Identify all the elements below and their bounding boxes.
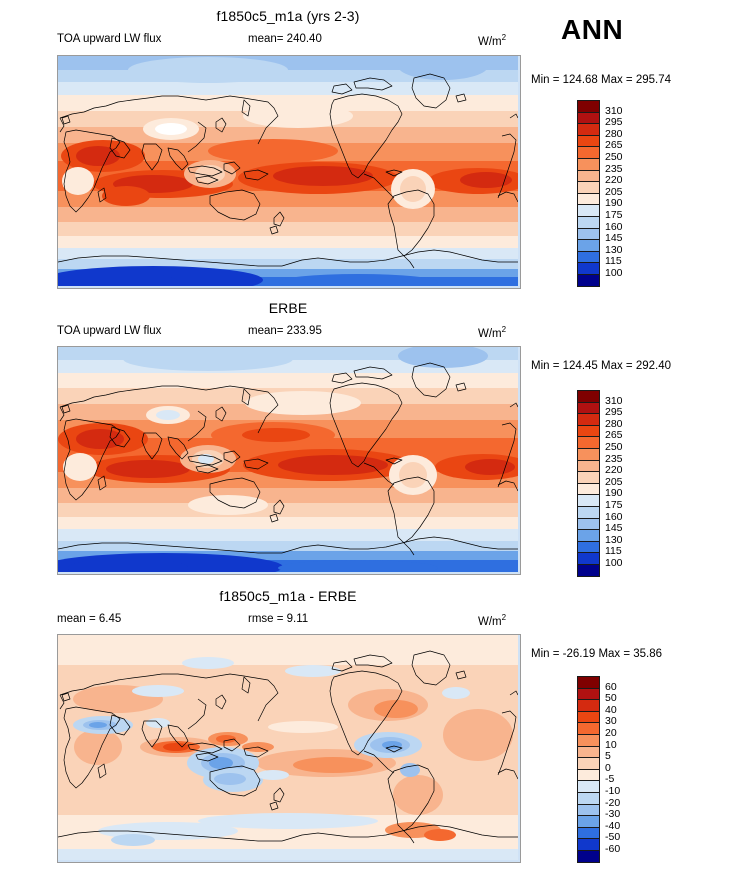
colorbar-diff-tick-label: -10 <box>605 785 621 797</box>
panel-diff-units-exponent: 2 <box>501 613 507 622</box>
colorbar-model-tick-label: 235 <box>605 162 623 175</box>
panel-diff-title: f1850c5_m1a - ERBE <box>219 588 357 604</box>
colorbar-model-tick-label: 160 <box>605 220 623 233</box>
panel-model-units-exponent: 2 <box>501 33 507 42</box>
panel-diff-rmse: rmse = 9.11 <box>248 613 309 625</box>
colorbar-obs-tick-label: 205 <box>605 475 623 488</box>
map-model[interactable] <box>57 55 521 289</box>
panel-obs-title: ERBE <box>268 300 308 316</box>
minmax-diff: Min = -26.19 Max = 35.86 <box>531 648 663 660</box>
colorbar-diff-tick-label: -40 <box>605 819 621 832</box>
panel-model-title: f1850c5_m1a (yrs 2-3) <box>216 8 360 24</box>
colorbar-diff: 60 50 40 30 20 10 5 0 -5 -10 -20 -30 -40 -50 -60 <box>577 676 637 863</box>
season-label: ANN <box>561 14 624 45</box>
panel-obs-units: W/m2 <box>478 325 506 340</box>
map-obs[interactable] <box>57 346 521 575</box>
colorbar-model-tick-label: 130 <box>605 243 623 256</box>
panel-obs-left-label: TOA upward LW flux <box>57 325 162 337</box>
colorbar-diff-tick-label: -50 <box>605 831 621 844</box>
panel-model-units-text: W/m <box>478 35 502 48</box>
panel-diff-units-text: W/m <box>478 615 502 628</box>
colorbar-diff-tick-label: -20 <box>605 796 621 809</box>
colorbar-model-tick-label: 265 <box>605 139 623 152</box>
colorbar-model-tick-label: 205 <box>605 185 623 198</box>
colorbar-obs-tick-label: 145 <box>605 522 623 535</box>
panel-diff-units: W/m2 <box>478 613 506 628</box>
colorbar-obs-tick-label: 235 <box>605 452 623 465</box>
colorbar-obs-tick-label: 295 <box>605 406 623 419</box>
minmax-obs: Min = 124.45 Max = 292.40 <box>531 360 672 372</box>
colorbar-diff-tick-label: 50 <box>605 692 617 705</box>
panel-diff-mean: mean = 6.45 <box>57 613 122 625</box>
colorbar-obs-tick-label: 220 <box>605 464 623 477</box>
colorbar-diff-tick-label: -30 <box>605 808 621 821</box>
colorbar-model-tick-label: 280 <box>605 127 623 140</box>
colorbar-diff-tick-label: 40 <box>605 703 617 716</box>
colorbar-diff-tick-label: 0 <box>605 761 611 774</box>
panel-model-units: W/m2 <box>478 33 506 48</box>
colorbar-model-tick-label: 220 <box>605 174 623 187</box>
colorbar-model-tick-label: 115 <box>605 255 622 268</box>
panel-obs-units-text: W/m <box>478 327 502 340</box>
colorbar-diff-tick-label: 30 <box>605 715 617 728</box>
colorbar-obs-tick-label: 115 <box>605 545 622 558</box>
colorbar-model-band <box>577 274 600 287</box>
colorbar-obs-tick-label: 280 <box>605 417 623 430</box>
panel-model-mean: mean= 240.40 <box>248 33 322 45</box>
colorbar-diff-tick-label: 10 <box>605 738 617 751</box>
colorbar-obs-tick-label: 265 <box>605 429 623 442</box>
colorbar-obs-tick-label: 250 <box>605 441 623 453</box>
colorbar-model-tick-label: 145 <box>605 232 623 245</box>
colorbar-model-tick-label: 310 <box>605 104 623 117</box>
colorbar-obs-tick-label: 175 <box>605 499 623 511</box>
panel-obs-mean: mean= 233.95 <box>248 325 322 337</box>
colorbar-model: 310 295 280 265 250 235 220 205 190 175 160 145 130 1… <box>577 100 637 287</box>
colorbar-obs-tick-label: 160 <box>605 510 623 523</box>
colorbar-diff-tick-label: -5 <box>605 773 615 786</box>
panel-obs-units-exponent: 2 <box>501 325 507 334</box>
colorbar-obs-tick-label: 190 <box>605 487 623 500</box>
colorbar-model-tick-label: 190 <box>605 197 623 210</box>
colorbar-obs: 310 295 280 265 250 235 220 205 190 175 160 145 130 1… <box>577 390 637 577</box>
panel-model-left-label: TOA upward LW flux <box>57 33 162 45</box>
colorbar-model-tick-label: 100 <box>605 267 623 279</box>
colorbar-diff-tick-label: 20 <box>605 727 617 739</box>
colorbar-obs-tick-label: 100 <box>605 557 623 569</box>
map-diff[interactable] <box>57 634 521 863</box>
colorbar-model-tick-label: 175 <box>605 209 623 221</box>
colorbar-obs-tick-label: 310 <box>605 394 623 407</box>
colorbar-diff-tick-label: 60 <box>605 680 617 693</box>
colorbar-diff-tick-label: -60 <box>605 843 621 855</box>
minmax-model: Min = 124.68 Max = 295.74 <box>531 74 672 86</box>
colorbar-model-tick-label: 250 <box>605 151 623 163</box>
colorbar-model-tick-label: 295 <box>605 116 623 129</box>
colorbar-diff-tick-label: 5 <box>605 750 611 763</box>
colorbar-diff-band <box>577 850 600 863</box>
colorbar-obs-tick-label: 130 <box>605 533 623 546</box>
colorbar-obs-band <box>577 564 600 577</box>
